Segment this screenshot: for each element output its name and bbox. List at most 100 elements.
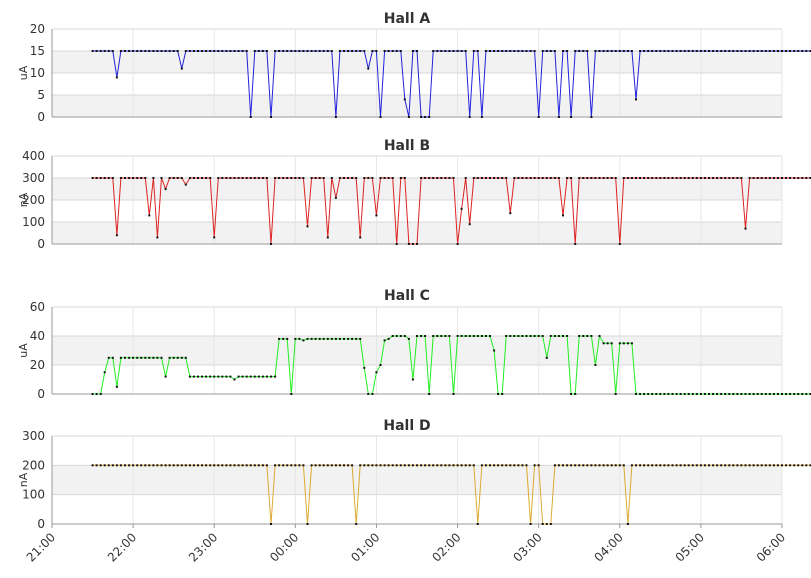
data-point [740,464,743,467]
data-point [416,243,418,245]
data-point [184,50,187,52]
data-point [703,177,706,179]
data-point [278,337,281,340]
data-point [651,393,654,395]
data-point [513,464,516,467]
data-point [326,464,329,467]
data-point [318,337,321,340]
data-point [606,342,609,345]
data-point [708,464,710,467]
data-point [322,50,325,52]
data-point [411,464,414,467]
plot-band [52,307,782,336]
data-point [557,335,560,337]
data-point [598,464,601,467]
data-point [168,50,171,52]
data-point [574,464,577,467]
data-point [509,335,512,337]
data-point [156,236,159,239]
data-point [606,177,609,179]
data-point [525,335,528,337]
data-point [128,50,131,52]
data-point [521,335,524,337]
data-point [355,177,358,179]
data-point [805,393,808,395]
data-point [785,393,788,395]
data-point [261,375,264,378]
data-point [432,335,435,337]
data-point [282,50,285,52]
data-point [630,50,633,52]
data-point [643,50,646,52]
data-point [387,464,390,467]
data-point [168,356,171,359]
data-point [602,50,605,52]
data-point [493,464,496,467]
data-point [521,464,524,467]
data-point [383,177,386,179]
data-point [274,50,277,52]
data-point [124,356,126,359]
data-point [270,243,272,245]
data-point [278,464,281,467]
data-point [655,464,658,467]
data-point [265,50,268,52]
data-point [768,393,771,395]
data-point [270,523,272,525]
data-point [245,375,248,378]
data-point [691,464,694,467]
data-point [460,207,463,210]
data-point [91,464,94,467]
data-point [188,375,191,378]
data-point [180,356,183,359]
data-point [111,464,114,467]
data-point [768,464,771,467]
data-point [545,50,548,52]
plot-band [52,178,782,200]
data-point [586,177,589,179]
data-point [192,464,195,467]
data-point [294,50,297,52]
data-point [428,116,431,118]
data-point [294,177,297,179]
data-point [444,50,447,52]
data-point [343,337,345,340]
data-point [237,464,240,467]
data-point [322,464,325,467]
data-point [274,464,277,467]
data-point [355,523,358,525]
data-point [359,50,362,52]
data-point [379,116,382,118]
data-point [298,177,301,179]
data-point [590,116,593,118]
data-point [476,177,479,179]
data-point [772,393,775,395]
data-point [772,50,775,52]
data-point [529,177,532,179]
data-point [630,464,633,467]
x-tick-label: 23:00 [186,530,220,564]
data-point [172,50,175,52]
data-point [201,50,204,52]
data-point [606,50,609,52]
data-point [140,177,143,179]
data-point [570,177,573,179]
plot-band [52,494,782,524]
y-tick-label: 0 [37,387,45,401]
data-point [590,335,593,337]
data-point [448,177,451,179]
data-point [472,177,475,179]
y-axis-label: nA [17,192,30,207]
data-point [756,50,759,52]
data-point [274,375,277,378]
data-point [152,177,155,179]
data-point [261,464,264,467]
data-point [399,50,402,52]
data-point [306,225,309,228]
data-point [229,177,232,179]
data-point [501,464,504,467]
data-point [594,464,597,467]
data-point [635,393,637,395]
data-point [671,464,674,467]
data-point [347,177,350,179]
